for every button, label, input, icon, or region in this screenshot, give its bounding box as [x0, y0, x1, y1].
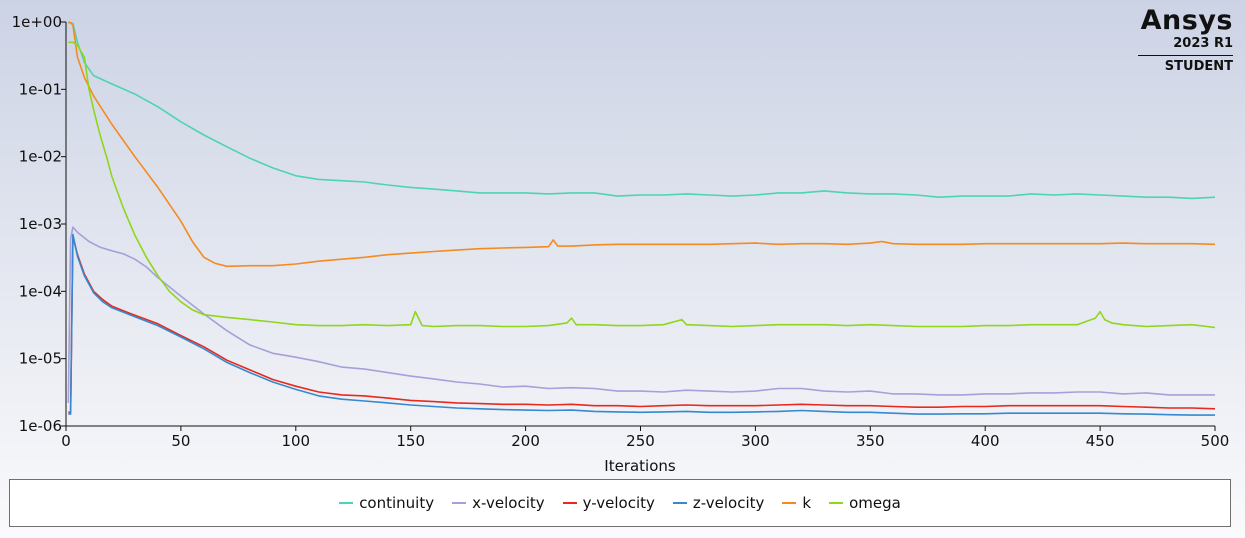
- y-tick-label: 1e+00: [12, 13, 62, 31]
- y-axis: 1e-06 1e-05 1e-04 1e-03 1e-02 1e-01 1e+00: [12, 13, 66, 435]
- legend-label: k: [802, 494, 812, 512]
- y-tick-label: 1e-05: [19, 350, 62, 368]
- x-tick-label: 450: [1086, 432, 1115, 450]
- brand-name: Ansys: [1140, 5, 1233, 36]
- x-tick-label: 150: [396, 432, 425, 450]
- legend-swatch: [339, 502, 354, 504]
- x-tick-label: 300: [741, 432, 770, 450]
- y-tick-label: 1e-03: [19, 215, 62, 233]
- legend-item-y-velocity: y-velocity: [562, 494, 655, 512]
- series-line-z-velocity: [68, 233, 1215, 416]
- x-tick-label: 50: [171, 432, 190, 450]
- brand-version: 2023 R1: [1173, 36, 1233, 51]
- legend-label: omega: [849, 494, 901, 512]
- legend-item-k: k: [782, 494, 811, 512]
- legend-item-omega: omega: [829, 494, 901, 512]
- brand-divider: [1138, 55, 1233, 56]
- x-axis: 0 50 100 150 200 250 300 350 400 450 500: [61, 426, 1229, 450]
- series-line-y-velocity: [68, 235, 1216, 414]
- legend-item-continuity: continuity: [339, 494, 434, 512]
- legend-label: continuity: [359, 494, 435, 512]
- residuals-chart: 1e-06 1e-05 1e-04 1e-03 1e-02 1e-01 1e+00 0 50 1…: [12, 13, 1230, 475]
- y-tick-label: 1e-01: [19, 80, 62, 98]
- legend-swatch: [562, 502, 577, 504]
- x-tick-label: 500: [1201, 432, 1230, 450]
- series-line-x-velocity: [67, 226, 1215, 403]
- x-tick-label: 100: [281, 432, 310, 450]
- legend-swatch: [452, 502, 467, 504]
- brand-edition: STUDENT: [1164, 59, 1233, 74]
- series-line-k: [68, 21, 1216, 268]
- legend-item-x-velocity: x-velocity: [452, 494, 545, 512]
- x-tick-label: 350: [856, 432, 885, 450]
- x-axis-label: Iterations: [604, 457, 676, 475]
- series-line-omega: [68, 41, 1216, 329]
- y-tick-label: 1e-06: [19, 417, 62, 435]
- legend-swatch: [672, 502, 687, 504]
- y-tick-label: 1e-04: [19, 282, 62, 300]
- x-tick-label: 250: [626, 432, 655, 450]
- x-tick-label: 0: [61, 432, 71, 450]
- legend-label: z-velocity: [692, 494, 765, 512]
- legend-item-z-velocity: z-velocity: [672, 494, 765, 512]
- legend-swatch: [829, 502, 844, 504]
- x-tick-label: 400: [971, 432, 1000, 450]
- legend-label: x-velocity: [472, 494, 545, 512]
- ansys-brand: Ansys 2023 R1 STUDENT: [1138, 6, 1233, 75]
- y-tick-label: 1e-02: [19, 148, 62, 166]
- legend-label: y-velocity: [582, 494, 655, 512]
- series-lines: [67, 21, 1216, 416]
- legend-swatch: [782, 502, 797, 504]
- chart-legend: continuity x-velocity y-velocity z-velocity…: [9, 479, 1231, 527]
- x-tick-label: 200: [511, 432, 540, 450]
- series-line-continuity: [68, 21, 1216, 200]
